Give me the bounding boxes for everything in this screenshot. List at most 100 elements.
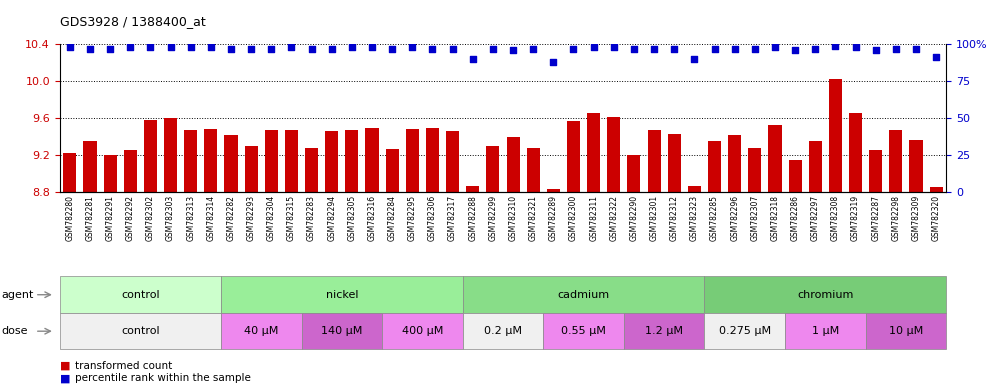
Bar	[870, 151, 882, 192]
Bar	[728, 135, 741, 192]
Point	[787, 47, 803, 53]
Point	[324, 46, 340, 52]
Point	[365, 44, 380, 50]
Point	[546, 59, 562, 65]
Bar	[245, 146, 258, 192]
Bar	[366, 128, 378, 192]
Point	[62, 44, 78, 50]
Text: 0.55 μM: 0.55 μM	[561, 326, 606, 336]
Point	[566, 46, 582, 52]
Point	[243, 46, 259, 52]
Bar	[929, 187, 942, 192]
Point	[223, 46, 239, 52]
Text: 140 μM: 140 μM	[321, 326, 363, 336]
Bar	[164, 118, 177, 192]
Text: 0.2 μM: 0.2 μM	[484, 326, 522, 336]
Point	[465, 56, 481, 62]
Bar	[809, 141, 822, 192]
Bar	[789, 160, 802, 192]
Bar	[829, 79, 842, 192]
Bar	[547, 189, 560, 192]
Text: transformed count: transformed count	[75, 361, 172, 371]
Point	[142, 44, 158, 50]
Point	[706, 46, 722, 52]
Point	[868, 47, 883, 53]
Bar	[446, 131, 459, 192]
Text: 1 μM: 1 μM	[812, 326, 839, 336]
Text: agent: agent	[1, 290, 34, 300]
Point	[505, 47, 521, 53]
Text: ■: ■	[60, 373, 71, 383]
Bar	[667, 134, 681, 192]
Bar	[708, 141, 721, 192]
Point	[848, 44, 864, 50]
Point	[928, 55, 944, 61]
Bar	[627, 155, 640, 192]
Bar	[84, 141, 97, 192]
Bar	[104, 155, 117, 192]
Point	[384, 46, 400, 52]
Bar	[608, 117, 621, 192]
Point	[666, 46, 682, 52]
Point	[404, 44, 420, 50]
Text: 40 μM: 40 μM	[244, 326, 279, 336]
Point	[908, 46, 924, 52]
Point	[808, 46, 824, 52]
Bar	[748, 148, 761, 192]
Bar	[124, 151, 136, 192]
Bar	[184, 130, 197, 192]
Bar	[507, 137, 520, 192]
Point	[586, 44, 602, 50]
Bar	[889, 130, 902, 192]
Text: control: control	[122, 326, 159, 336]
Point	[182, 44, 198, 50]
Bar	[325, 131, 339, 192]
Bar	[64, 153, 77, 192]
Point	[103, 46, 119, 52]
Bar	[265, 130, 278, 192]
Point	[123, 44, 138, 50]
Point	[162, 44, 178, 50]
Point	[485, 46, 501, 52]
Bar	[688, 185, 701, 192]
Bar	[385, 149, 398, 192]
Point	[625, 46, 641, 52]
Point	[887, 46, 903, 52]
Point	[686, 56, 702, 62]
Bar	[143, 120, 157, 192]
Point	[606, 44, 622, 50]
Point	[82, 46, 98, 52]
Text: GDS3928 / 1388400_at: GDS3928 / 1388400_at	[60, 15, 205, 28]
Bar	[849, 113, 863, 192]
Text: ■: ■	[60, 361, 71, 371]
Text: 1.2 μM: 1.2 μM	[645, 326, 683, 336]
Point	[727, 46, 743, 52]
Point	[767, 44, 783, 50]
Bar	[527, 148, 540, 192]
Bar	[768, 126, 782, 192]
Bar	[486, 146, 499, 192]
Bar	[305, 148, 318, 192]
Bar	[426, 128, 439, 192]
Text: cadmium: cadmium	[558, 290, 610, 300]
Point	[304, 46, 320, 52]
Text: 10 μM: 10 μM	[888, 326, 923, 336]
Text: control: control	[122, 290, 159, 300]
Point	[203, 44, 219, 50]
Point	[525, 46, 541, 52]
Bar	[346, 130, 359, 192]
Point	[263, 46, 279, 52]
Text: chromium: chromium	[797, 290, 854, 300]
Point	[424, 46, 440, 52]
Text: percentile rank within the sample: percentile rank within the sample	[75, 373, 251, 383]
Point	[646, 46, 662, 52]
Bar	[405, 129, 419, 192]
Bar	[587, 113, 601, 192]
Point	[747, 46, 763, 52]
Bar	[647, 130, 660, 192]
Bar	[466, 185, 479, 192]
Point	[828, 43, 844, 49]
Bar	[567, 121, 580, 192]
Text: 400 μM: 400 μM	[401, 326, 443, 336]
Text: dose: dose	[1, 326, 28, 336]
